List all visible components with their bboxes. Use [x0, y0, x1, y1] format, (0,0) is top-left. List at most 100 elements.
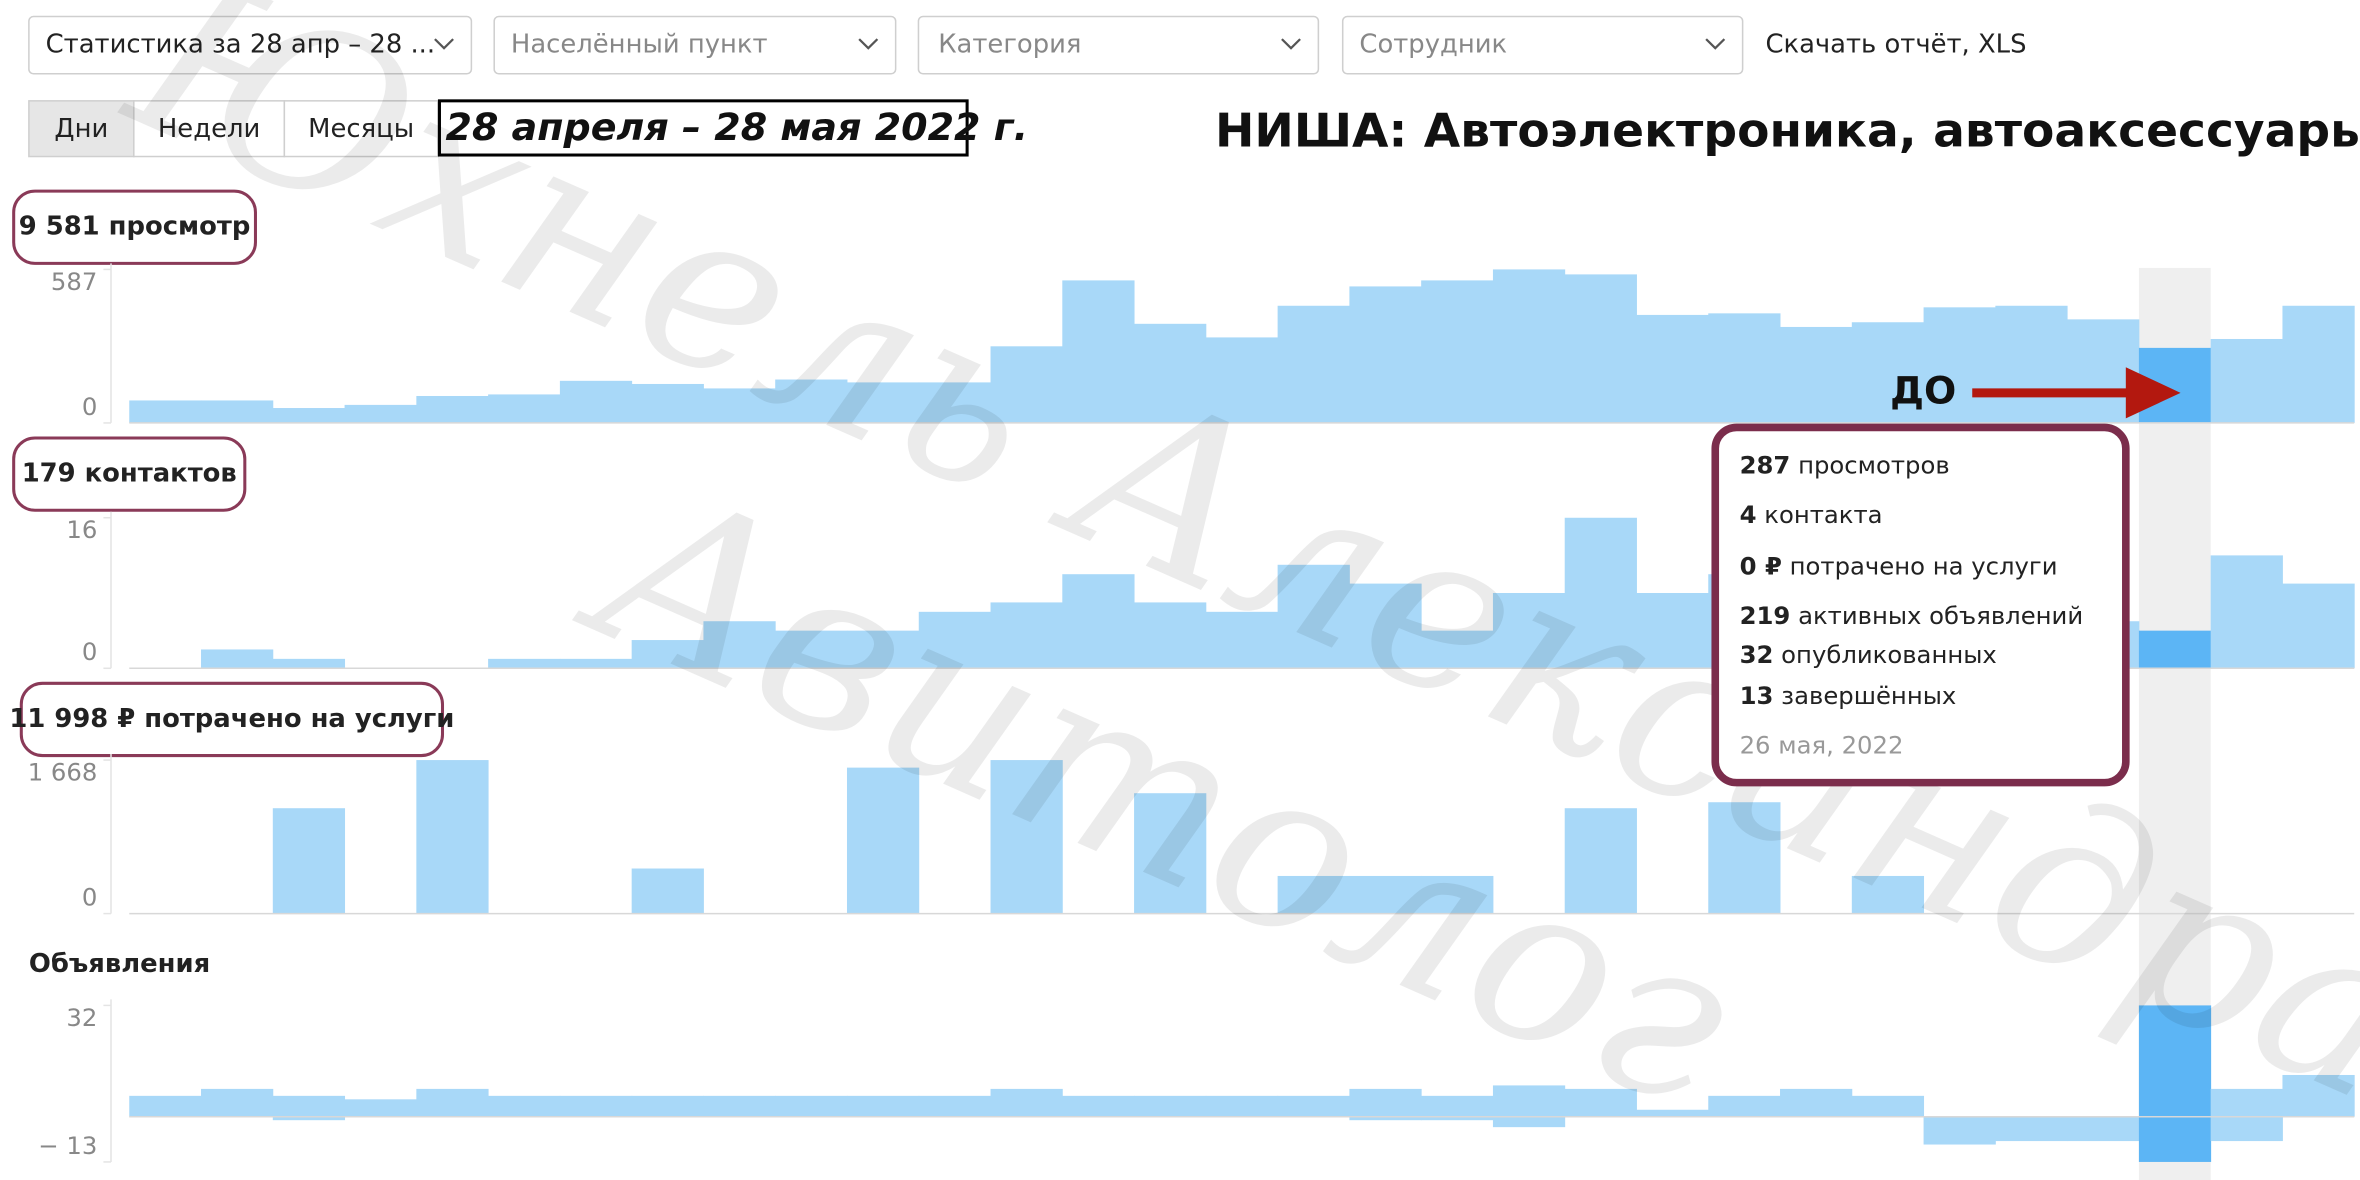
- chevron: [434, 38, 454, 50]
- tooltip-text: потрачено на услуги: [1790, 553, 2058, 581]
- bar: [1349, 875, 1422, 914]
- bar: [2282, 583, 2355, 669]
- metric-title: 11 998 ₽ потрачено на услуги: [9, 704, 454, 734]
- chevron: [1705, 38, 1726, 50]
- bar: [1349, 286, 1422, 423]
- bar: [272, 658, 346, 669]
- tooltip-row: 219 активных объявлений: [1740, 602, 2084, 630]
- bar: [1708, 313, 1781, 423]
- bar: [1995, 1116, 2068, 1142]
- bar: [1851, 875, 1925, 914]
- bar: [631, 1095, 704, 1117]
- bar: [344, 404, 417, 423]
- bar: [1205, 337, 1279, 423]
- bar: [2138, 1116, 2212, 1162]
- tooltip-text: активных объявлений: [1798, 602, 2083, 630]
- bar: [775, 630, 848, 669]
- bar: [1708, 802, 1781, 914]
- bar: [775, 1095, 848, 1117]
- section-title: Объявления: [29, 949, 210, 979]
- bar: [1277, 305, 1350, 423]
- bar: [1421, 1116, 1494, 1121]
- category-text: Категория: [938, 30, 1081, 60]
- bar: [559, 658, 633, 669]
- y-tick-label: 32: [66, 1004, 97, 1032]
- y-tick-label: 0: [82, 393, 97, 421]
- bar: [488, 394, 561, 423]
- bar: [1062, 1095, 1135, 1117]
- tooltip-row: 4 контакта: [1740, 501, 1883, 529]
- bar: [1564, 1088, 1637, 1117]
- tooltip-value: 0 ₽: [1740, 553, 1782, 581]
- bar: [1421, 1095, 1494, 1117]
- bar: [2210, 1088, 2283, 1117]
- annotation: ДО: [1890, 368, 1956, 412]
- bar: [1062, 280, 1135, 423]
- y-tick-label: 1 668: [28, 759, 98, 787]
- bar: [1636, 1109, 1709, 1117]
- bar: [703, 621, 776, 669]
- bar: [488, 1095, 561, 1117]
- tooltip-value: 219: [1740, 602, 1791, 630]
- bar: [1492, 1085, 1566, 1117]
- bar: [2210, 555, 2283, 669]
- category-dropdown[interactable]: [917, 15, 1320, 75]
- bar: [918, 1095, 991, 1117]
- bar: [1134, 323, 1207, 423]
- chevron: [1281, 38, 1301, 50]
- bar: [1349, 1116, 1422, 1121]
- tab[interactable]: [28, 100, 135, 158]
- bar: [1492, 593, 1566, 669]
- bar: [416, 395, 489, 423]
- bar: [1421, 280, 1494, 423]
- bar: [846, 630, 920, 669]
- bar: [1277, 564, 1350, 669]
- bar: [201, 1088, 274, 1117]
- bar: [2138, 1005, 2212, 1117]
- bar: [990, 346, 1063, 423]
- tab-label: Дни: [54, 114, 108, 144]
- download-link[interactable]: Скачать отчёт, XLS: [1765, 30, 2026, 60]
- bar: [1780, 1088, 1853, 1117]
- city-dropdown[interactable]: [493, 15, 897, 75]
- tab-label: Месяцы: [308, 114, 414, 144]
- charts: 9 581 просмотр 587 0 179 контактов 16 0 11 998…: [9, 189, 2355, 1163]
- y-tick-label: 587: [51, 268, 97, 296]
- bar: [1923, 307, 1996, 423]
- bar: [846, 767, 920, 914]
- bar: [1492, 269, 1566, 423]
- bar: [1851, 322, 1925, 423]
- tooltip-text: контакта: [1764, 501, 1882, 529]
- bar: [416, 1088, 489, 1117]
- bar: [1708, 1095, 1781, 1117]
- bar: [2210, 338, 2283, 423]
- employee-text: Сотрудник: [1359, 30, 1507, 60]
- bar: [990, 602, 1063, 669]
- bar: [272, 1116, 346, 1121]
- chevron: [858, 38, 879, 50]
- employee-dropdown[interactable]: [1341, 15, 1744, 75]
- bar: [1636, 314, 1709, 423]
- y-tick-label: 16: [66, 516, 97, 544]
- tooltip-rows: 287 просмотров 4 контакта 0 ₽ потрачено на…: [1740, 452, 2084, 710]
- bar: [1995, 305, 2068, 423]
- niche-title: НИША: Автоэлектроника, автоаксессуары: [1215, 104, 2360, 159]
- tooltip-value: 287: [1740, 452, 1791, 480]
- bar: [1421, 875, 1494, 914]
- filters: Статистика за 28 апр – 28 ... Населённый…: [28, 15, 2026, 75]
- metric-title: 179 контактов: [22, 459, 237, 489]
- bar: [703, 1095, 776, 1117]
- period-dropdown[interactable]: [28, 15, 473, 75]
- tabs: Дни Недели Месяцы: [28, 100, 439, 158]
- bar: [1134, 793, 1207, 914]
- bar: [1923, 1116, 1996, 1145]
- date-range: 28 апреля – 28 мая 2022 г.: [446, 105, 1028, 149]
- bar: [631, 868, 704, 914]
- bar: [1492, 1116, 1566, 1128]
- bar: [631, 640, 704, 669]
- tooltip: 287 просмотров 4 контакта 0 ₽ потрачено на…: [1711, 423, 2130, 787]
- bar: [2282, 305, 2355, 423]
- bar: [918, 382, 991, 423]
- bar: [344, 1099, 417, 1117]
